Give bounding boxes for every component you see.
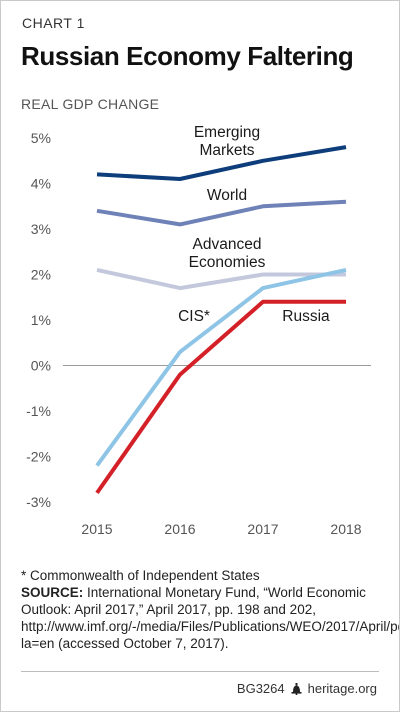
series-line-world bbox=[96, 199, 347, 227]
series-label-emerging-markets: Emerging Markets bbox=[194, 124, 260, 159]
series-label-line: Russia bbox=[282, 308, 330, 325]
liberty-bell-icon bbox=[291, 682, 302, 695]
y-tick-label: -2% bbox=[26, 449, 51, 465]
x-tick-label: 2016 bbox=[164, 521, 195, 537]
chart-title: Russian Economy Faltering bbox=[21, 41, 354, 71]
series-label-cis: CIS* bbox=[178, 308, 210, 325]
source-text: International Monetary Fund, “World Econ… bbox=[21, 585, 399, 651]
series-labels: Emerging Markets World Advanced Economies CIS… bbox=[178, 124, 330, 325]
series-label-line: CIS* bbox=[178, 308, 210, 325]
footer-divider bbox=[21, 671, 379, 672]
series-label-line: Markets bbox=[199, 142, 254, 159]
series-line-cis bbox=[95, 267, 347, 467]
y-tick-label: 0% bbox=[31, 358, 51, 374]
series-label-line: Advanced bbox=[193, 236, 262, 253]
chart-number-label: CHART 1 bbox=[22, 15, 85, 31]
series-label-advanced-economies: Advanced Economies bbox=[189, 236, 266, 271]
y-tick-label: 5% bbox=[31, 130, 51, 146]
footnote: * Commonwealth of Independent States bbox=[21, 568, 260, 583]
chart-id: BG3264 bbox=[236, 681, 285, 696]
source-label: SOURCE: bbox=[21, 585, 84, 600]
y-tick-label: -1% bbox=[26, 403, 51, 419]
credit-line: BG3264 heritage.org bbox=[237, 681, 377, 696]
y-tick-label: 3% bbox=[31, 221, 51, 237]
series-label-line: Economies bbox=[189, 254, 266, 271]
chart-subtitle: REAL GDP CHANGE bbox=[21, 96, 160, 112]
series-label-line: World bbox=[207, 187, 247, 204]
series-line-emerging-markets bbox=[96, 145, 347, 181]
y-axis: 5% 4% 3% 2% 1% 0% -1% -2% -3% bbox=[26, 130, 51, 510]
y-tick-label: 4% bbox=[31, 176, 51, 192]
series-line-russia bbox=[95, 299, 346, 495]
y-tick-label: 1% bbox=[31, 312, 51, 328]
series-label-russia: Russia bbox=[282, 308, 330, 325]
series-label-world: World bbox=[207, 187, 247, 204]
x-tick-label: 2015 bbox=[81, 521, 112, 537]
x-axis: 2015 2016 2017 2018 bbox=[81, 521, 361, 537]
x-tick-label: 2018 bbox=[330, 521, 361, 537]
series-line-advanced-economies bbox=[96, 267, 346, 291]
series-label-line: Emerging bbox=[194, 124, 260, 141]
source-note: SOURCE: International Monetary Fund, “Wo… bbox=[21, 584, 399, 652]
y-tick-label: 2% bbox=[31, 267, 51, 283]
x-tick-label: 2017 bbox=[247, 521, 278, 537]
y-tick-label: -3% bbox=[26, 494, 51, 510]
series-lines bbox=[95, 145, 347, 495]
heritage-link[interactable]: heritage.org bbox=[307, 681, 377, 696]
